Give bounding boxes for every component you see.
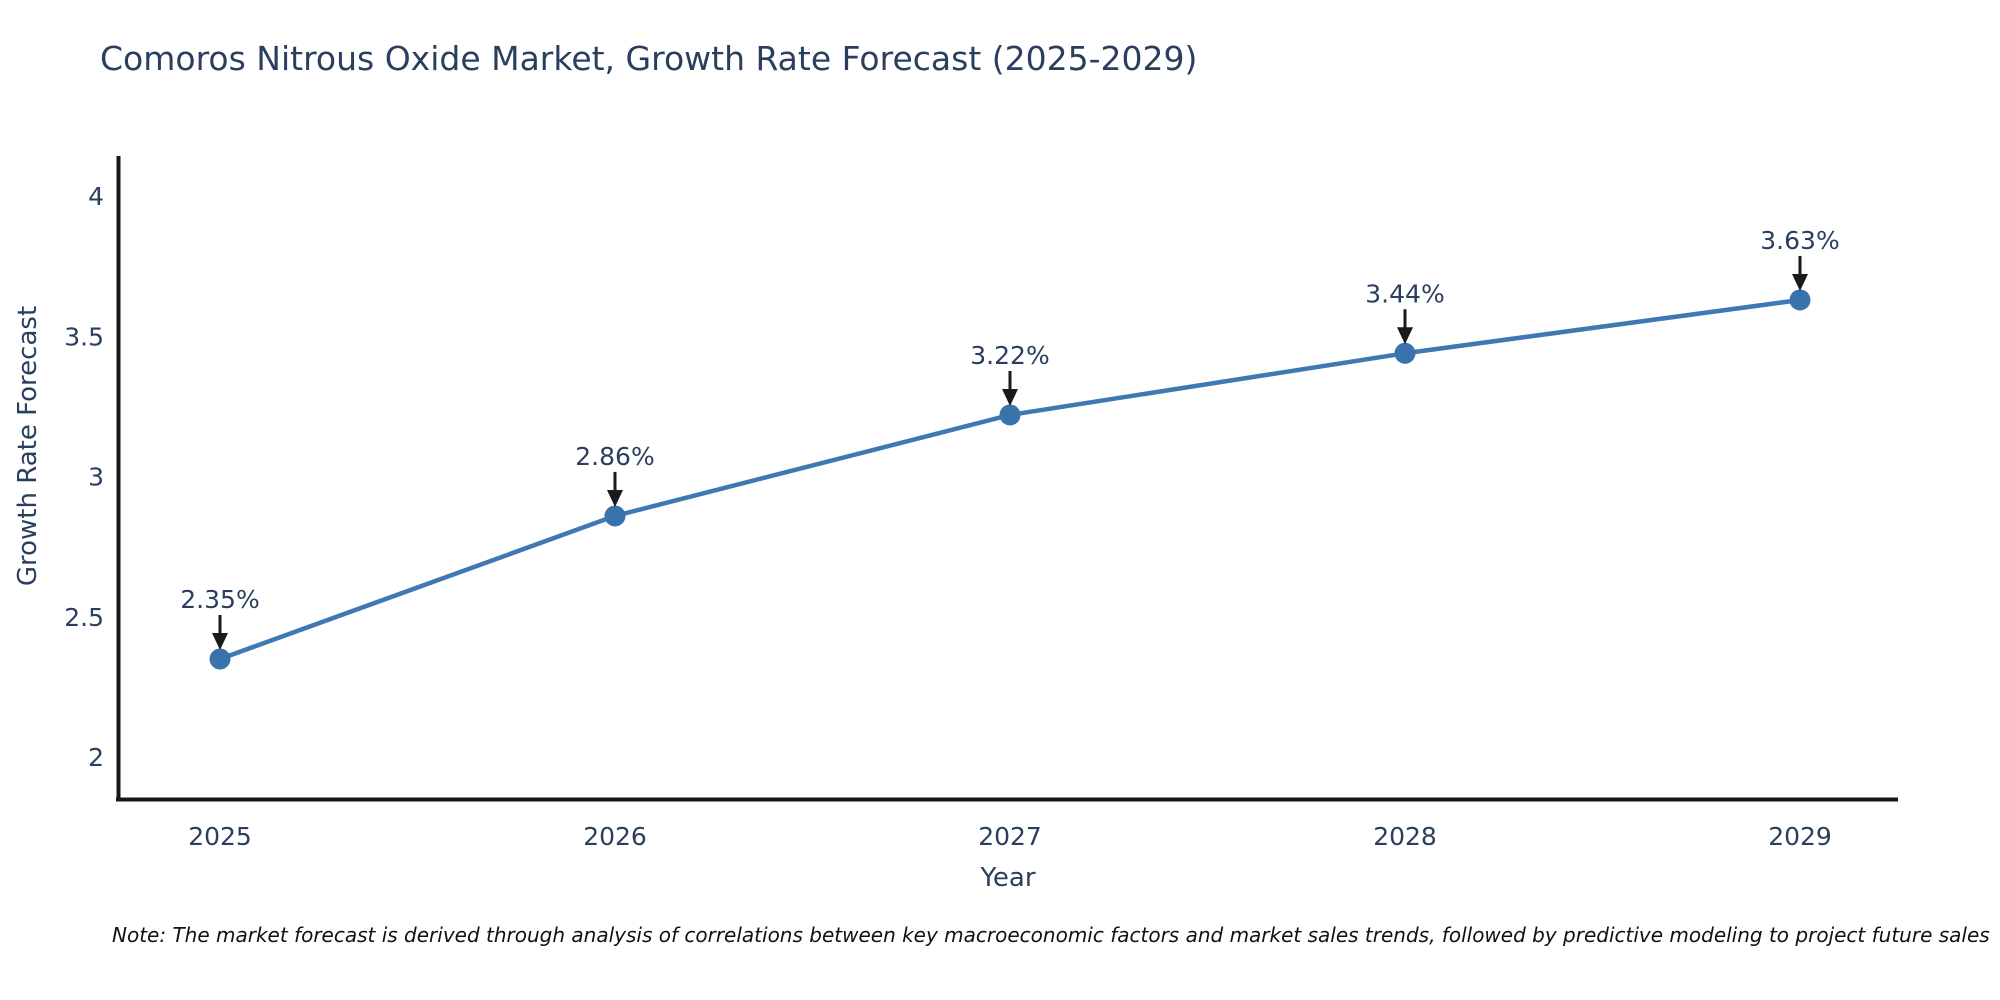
point-value-label: 3.22% [970, 341, 1049, 370]
point-value-label: 3.44% [1365, 279, 1444, 308]
annotation-arrowhead-icon [607, 489, 623, 507]
annotation-arrowhead-icon [1792, 273, 1808, 291]
y-axis-title: Growth Rate Forecast [13, 306, 43, 586]
data-point-marker [1789, 289, 1811, 311]
plot-area: 2 2.5 3 3.5 4 2025 2026 2027 2028 2029 2.35% 2.86% 3… [64, 156, 1898, 851]
x-tick-label: 2026 [583, 822, 647, 851]
y-tick-label: 2.5 [64, 603, 104, 632]
annotation-arrowhead-icon [212, 633, 228, 650]
annotation-arrowhead-icon [1397, 327, 1413, 345]
footnote: Note: The market forecast is derived thr… [112, 923, 1990, 947]
y-tick-label: 2 [88, 743, 104, 772]
x-axis-title: Year [979, 863, 1035, 893]
data-point-marker [999, 404, 1021, 426]
point-value-label: 2.35% [180, 585, 259, 614]
x-tick-label: 2025 [188, 822, 252, 851]
x-tick-label: 2029 [1768, 822, 1832, 851]
y-tick-label: 3.5 [64, 322, 104, 351]
point-value-label: 3.63% [1760, 226, 1839, 255]
x-tick-label: 2028 [1373, 822, 1437, 851]
chart-title: Comoros Nitrous Oxide Market, Growth Rat… [100, 39, 1197, 78]
data-point-marker [1394, 342, 1416, 364]
y-tick-label: 3 [88, 463, 104, 492]
data-point-marker [209, 648, 231, 670]
x-tick-label: 2027 [978, 822, 1042, 851]
data-point-marker [604, 505, 626, 527]
y-tick-label: 4 [88, 182, 104, 211]
point-value-label: 2.86% [575, 442, 654, 471]
annotation-arrowhead-icon [1002, 388, 1018, 406]
